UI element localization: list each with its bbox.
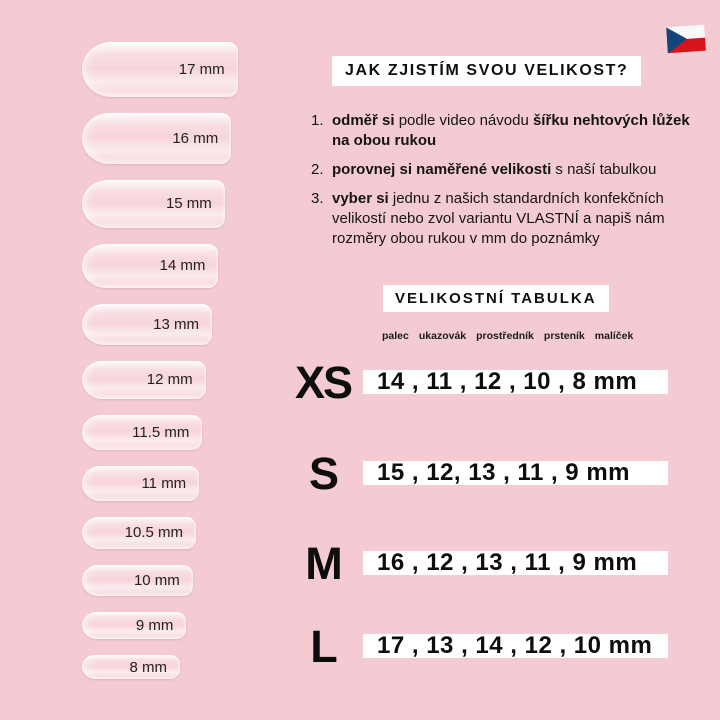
finger-header: prostředník [476,330,534,342]
nail-size-label: 10 mm [133,572,180,590]
size-values: 15 , 12, 13 , 11 , 9 mm [363,459,668,486]
page-title: JAK ZJISTÍM SVOU VELIKOST? [332,56,642,86]
nail-size-label: 11.5 mm [132,424,190,441]
size-label: S [308,447,339,499]
finger-header: malíček [594,330,634,342]
size-label: XS [294,356,353,408]
instruction-step: 2. porovnej si naměřené velikosti s naší … [311,160,711,180]
nail-size-label: 15 mm [165,195,212,213]
flag-blue-triangle [666,27,687,54]
nail-tip: 8 mm [82,655,180,680]
nail-size-label: 17 mm [178,60,225,78]
czech-flag-icon [666,24,706,54]
size-row-m: M 16 , 12 , 13 , 11 , 9 mm [290,535,668,591]
nail-size-label: 8 mm [129,658,168,676]
nail-tip: 12 mm [82,360,206,399]
nail-tip: 14 mm [82,243,219,288]
size-table-title: VELIKOSTNÍ TABULKA [383,285,609,312]
instruction-step: 3. vyber si jednu z našich standardních k… [311,189,711,249]
step-number: 2. [311,161,324,178]
nail-size-label: 14 mm [159,257,206,275]
size-values: 16 , 12 , 13 , 11 , 9 mm [363,549,668,576]
nail-size-label: 12 mm [146,371,193,389]
finger-header: prsteník [543,330,585,342]
step-text: porovnej si naměřené velikosti s naší ta… [332,161,657,178]
instructions-list: 1. odměř si podle video návodu šířku neht… [311,111,711,249]
size-label: L [310,620,338,672]
finger-header: palec [382,330,409,342]
nail-size-label: 16 mm [172,129,219,147]
finger-headers-row: palec ukazovák prostředník prsteník malíček [382,330,633,342]
size-label: M [305,537,343,589]
nail-tips-column: 17 mm 16 mm 15 mm 14 mm 13 mm 12 mm 11.5 mm 11 … [82,42,238,680]
nail-size-label: 11 mm [141,475,187,493]
nail-tip: 15 mm [82,179,225,228]
size-row-s: S 15 , 12, 13 , 11 , 9 mm [290,445,668,501]
nail-tip: 11.5 mm [82,414,203,451]
size-row-xs: XS 14 , 11 , 12 , 10 , 8 mm [290,354,668,410]
size-values: 17 , 13 , 14 , 12 , 10 mm [363,632,668,659]
step-text: vyber si jednu z našich standardních kon… [332,190,665,247]
size-row-l: L 17 , 13 , 14 , 12 , 10 mm [290,618,668,674]
nail-size-label: 13 mm [153,315,199,333]
nail-size-label: 10.5 mm [124,524,183,542]
size-values: 14 , 11 , 12 , 10 , 8 mm [363,368,668,395]
nail-tip: 10 mm [82,565,193,596]
step-number: 3. [311,190,324,207]
step-number: 1. [311,112,324,129]
nail-tip: 11 mm [82,466,200,501]
nail-tip: 16 mm [82,112,232,164]
step-text: odměř si podle video návodu šířku nehtov… [332,112,690,149]
nail-tip: 17 mm [82,42,238,97]
nail-size-label: 9 mm [135,617,174,635]
finger-header: ukazovák [418,330,467,342]
instruction-step: 1. odměř si podle video návodu šířku neht… [311,111,711,151]
nail-tip: 10.5 mm [82,516,196,550]
nail-tip: 9 mm [82,611,187,640]
nail-tip: 13 mm [82,303,212,345]
